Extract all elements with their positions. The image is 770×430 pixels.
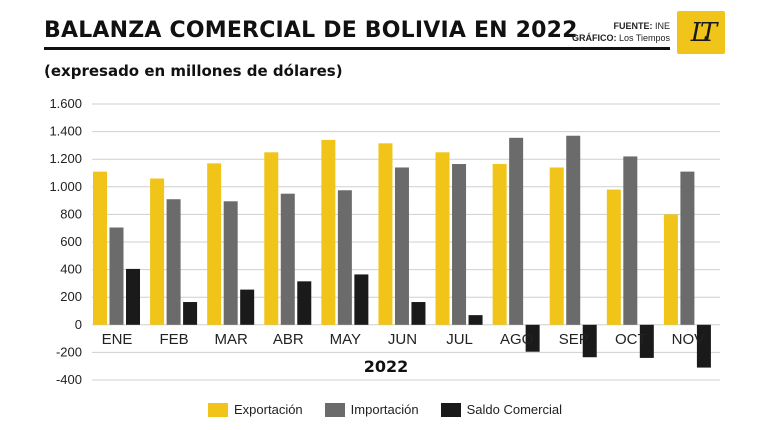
bar-exportacion: [207, 163, 222, 325]
graphic-label: GRÁFICO:: [571, 33, 617, 43]
bar-exportacion: [492, 164, 507, 325]
bar-importacion: [566, 135, 581, 325]
bar-importacion: [680, 171, 695, 325]
bar-importacion: [280, 193, 295, 325]
x-tick-label: NOV: [672, 331, 705, 348]
bar-exportacion: [549, 167, 564, 325]
y-tick-label: 1.600: [49, 96, 82, 111]
y-tick-label: -200: [56, 344, 82, 359]
bar-saldo-comercial: [297, 281, 312, 325]
bar-exportacion: [264, 152, 279, 325]
x-tick-label: MAY: [330, 331, 361, 348]
chart-subtitle: (expresado en millones de dólares): [44, 62, 343, 80]
bar-importacion: [337, 190, 352, 325]
x-tick-label: ENE: [102, 331, 133, 348]
x-tick-label: FEB: [159, 331, 188, 348]
y-tick-label: 600: [60, 234, 82, 249]
y-tick-label: 400: [60, 262, 82, 277]
x-axis-title: 2022: [364, 357, 409, 376]
y-tick-label: 1.200: [49, 151, 82, 166]
source-label: FUENTE:: [613, 21, 653, 31]
y-tick-label: 800: [60, 206, 82, 221]
y-tick-label: 200: [60, 289, 82, 304]
los-tiempos-logo: LT: [677, 11, 725, 54]
x-tick-label: AGO: [500, 331, 533, 348]
x-tick-label: MAR: [215, 331, 249, 348]
x-tick-label: OCT: [615, 331, 647, 348]
bar-importacion: [223, 201, 238, 325]
bar-saldo-comercial: [411, 302, 426, 325]
y-tick-label: -400: [56, 372, 82, 387]
bar-saldo-comercial: [468, 315, 483, 325]
bar-saldo-comercial: [696, 324, 711, 368]
y-tick-label: 1.400: [49, 124, 82, 139]
legend-label-importacion: Importación: [350, 402, 419, 417]
legend-swatch-importacion: [324, 402, 345, 417]
legend-item-importacion: Importación: [324, 402, 419, 417]
y-tick-label: 0: [75, 317, 82, 332]
bar-chart: -400 -200 0 200 400 600 800 1.000 1.200 1.400 1.60…: [49, 96, 720, 387]
bar-importacion: [452, 164, 467, 325]
bar-importacion: [509, 137, 524, 325]
bar-saldo-comercial: [582, 324, 597, 358]
source-value: INE: [654, 21, 670, 31]
chart-legend: Exportación Importación Saldo Comercial: [0, 402, 770, 417]
x-tick-label: JUL: [446, 331, 473, 348]
graphic-value: Los Tiempos: [618, 33, 670, 43]
bar-importacion: [166, 199, 181, 325]
bar-importacion: [109, 227, 124, 325]
legend-item-saldo: Saldo Comercial: [440, 402, 562, 417]
bar-saldo-comercial: [639, 324, 654, 358]
bar-saldo-comercial: [183, 302, 198, 325]
legend-label-saldo: Saldo Comercial: [466, 402, 562, 417]
source-block: FUENTE: INE GRÁFICO: Los Tiempos: [572, 20, 670, 44]
bar-exportacion: [93, 171, 107, 325]
x-tick-label: JUN: [388, 331, 417, 348]
bar-exportacion: [435, 152, 450, 325]
x-tick-label: ABR: [273, 331, 304, 348]
bar-importacion: [394, 167, 409, 325]
legend-swatch-saldo: [440, 402, 461, 417]
x-tick-label: SEP: [559, 331, 589, 348]
legend-item-exportacion: Exportación: [208, 402, 303, 417]
bar-saldo-comercial: [354, 274, 369, 325]
bar-saldo-comercial: [126, 268, 140, 325]
legend-label-exportacion: Exportación: [234, 402, 303, 417]
bar-exportacion: [150, 178, 165, 325]
bar-exportacion: [321, 139, 336, 325]
legend-swatch-exportacion: [208, 402, 229, 417]
bar-saldo-comercial: [525, 324, 540, 352]
bar-exportacion: [378, 143, 393, 325]
bar-exportacion: [606, 189, 621, 325]
title-underline: [44, 47, 670, 50]
bar-exportacion: [663, 214, 678, 325]
bar-saldo-comercial: [240, 289, 255, 325]
y-tick-label: 1.000: [49, 179, 82, 194]
chart-title: BALANZA COMERCIAL DE BOLIVIA EN 2022: [44, 18, 578, 43]
bar-importacion: [623, 156, 638, 325]
